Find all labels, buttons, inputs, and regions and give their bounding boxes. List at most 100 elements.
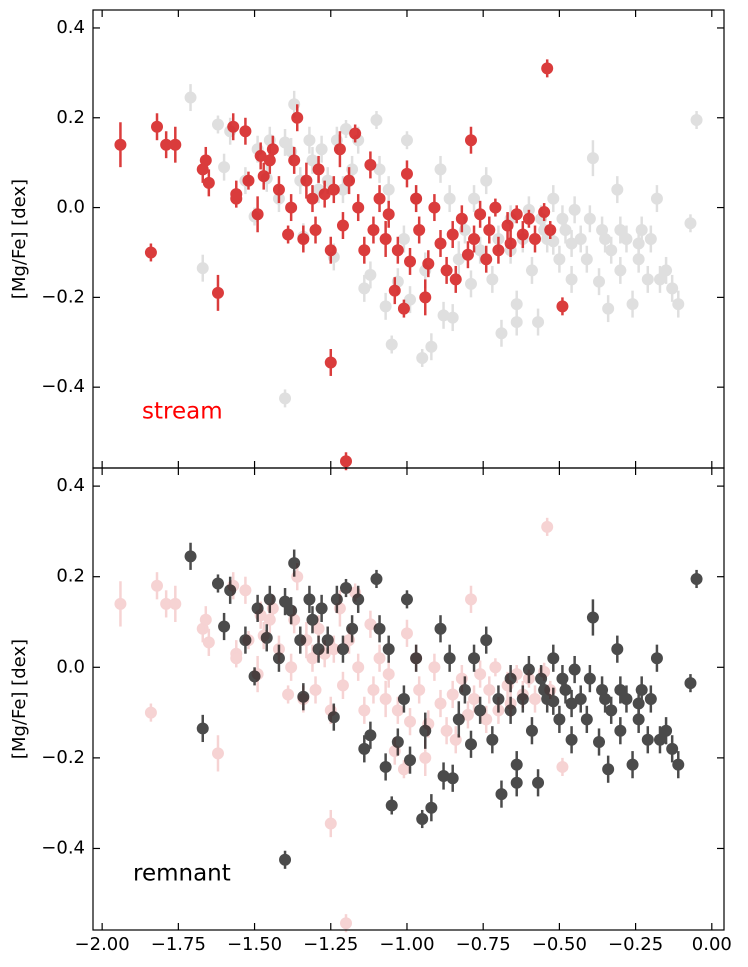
point	[370, 114, 383, 127]
point	[474, 668, 487, 681]
point	[227, 120, 240, 133]
point	[199, 613, 212, 626]
point	[416, 813, 429, 826]
y-tick-label: 0.0	[56, 197, 85, 218]
point	[532, 316, 545, 329]
point	[586, 152, 599, 165]
point	[211, 118, 224, 131]
point	[455, 212, 468, 225]
point	[614, 683, 627, 696]
point	[358, 282, 371, 295]
point	[525, 264, 538, 277]
point	[114, 597, 127, 610]
point	[605, 244, 618, 257]
point	[568, 663, 581, 676]
point	[336, 643, 349, 656]
point	[382, 183, 395, 196]
point	[257, 170, 270, 183]
point	[300, 174, 313, 187]
point	[336, 679, 349, 692]
point	[522, 212, 535, 225]
point	[446, 228, 459, 241]
point	[160, 597, 173, 610]
y-axis-label: [Mg/Fe] [dex]	[9, 639, 30, 759]
point	[413, 683, 426, 696]
point	[468, 233, 481, 245]
point	[291, 111, 304, 124]
point	[504, 672, 517, 685]
point	[330, 593, 343, 606]
point	[464, 593, 477, 606]
point	[251, 208, 264, 221]
point	[565, 733, 578, 746]
point	[336, 219, 349, 232]
point	[309, 683, 322, 696]
y-tick-label: −0.2	[41, 286, 85, 307]
point	[641, 733, 654, 746]
point	[605, 704, 618, 717]
point	[306, 613, 319, 626]
point	[202, 636, 215, 649]
point	[327, 711, 340, 724]
point	[340, 582, 353, 595]
point	[443, 652, 456, 665]
point	[480, 174, 493, 187]
point	[580, 713, 593, 726]
point	[538, 683, 551, 696]
point	[382, 643, 395, 656]
point	[184, 550, 197, 563]
point	[184, 91, 197, 104]
point	[202, 176, 215, 189]
point	[474, 208, 487, 221]
point	[151, 579, 164, 592]
point	[446, 311, 459, 324]
point	[492, 244, 505, 257]
point	[211, 577, 224, 590]
point	[413, 224, 426, 237]
point	[211, 747, 224, 760]
point	[279, 136, 292, 149]
point	[333, 143, 346, 156]
point	[340, 455, 353, 468]
point	[510, 316, 523, 329]
point	[288, 154, 301, 167]
point	[672, 758, 685, 771]
point	[556, 212, 569, 225]
point	[422, 257, 435, 270]
point	[358, 244, 371, 257]
point	[434, 622, 447, 635]
x-tick-label: −0.50	[532, 934, 587, 955]
point	[196, 262, 209, 275]
series-points	[114, 59, 569, 471]
point	[303, 593, 316, 606]
point	[468, 693, 481, 705]
point	[602, 763, 615, 776]
point	[239, 584, 252, 597]
point	[382, 668, 395, 681]
point	[525, 724, 538, 737]
point	[660, 264, 673, 277]
point	[583, 212, 596, 225]
point	[391, 244, 404, 257]
point	[614, 224, 627, 237]
point	[632, 237, 645, 250]
point	[248, 670, 261, 683]
point	[230, 647, 243, 660]
y-tick-label: 0.0	[56, 656, 85, 677]
point	[324, 356, 337, 369]
point	[425, 340, 438, 353]
point	[144, 246, 157, 259]
point	[510, 208, 523, 221]
point	[501, 219, 514, 232]
point	[593, 736, 606, 749]
point	[404, 754, 417, 767]
point	[614, 264, 627, 277]
point	[373, 622, 386, 635]
point	[358, 704, 371, 717]
point	[297, 690, 310, 703]
point	[690, 572, 703, 585]
point	[364, 268, 377, 281]
point	[388, 284, 401, 297]
point	[419, 724, 432, 737]
point	[529, 233, 542, 245]
